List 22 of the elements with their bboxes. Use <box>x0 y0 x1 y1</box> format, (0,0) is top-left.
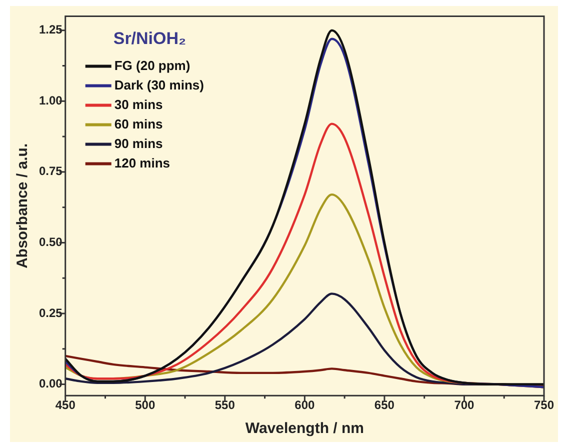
legend-label: 120 mins <box>114 155 170 170</box>
x-tick-label: 700 <box>454 398 475 412</box>
x-tick-label: 550 <box>214 398 236 412</box>
legend-label: 30 mins <box>114 96 163 112</box>
x-tick-label: 500 <box>135 398 156 412</box>
y-tick-label: 0.25 <box>38 306 63 320</box>
x-tick-label: 600 <box>294 398 316 412</box>
y-tick-label: 1.00 <box>38 93 63 108</box>
legend-label: Dark (30 mins) <box>114 77 204 92</box>
y-axis-title: Absorbance / a.u. <box>14 143 32 268</box>
x-tick-label: 750 <box>534 398 554 412</box>
legend-label: 90 mins <box>114 136 163 151</box>
legend-label: 60 mins <box>114 116 163 132</box>
text: Sr/NiOH₂ <box>113 29 186 48</box>
y-tick-label: 0.75 <box>38 164 63 178</box>
x-axis-title: Wavelength / nm <box>245 420 364 438</box>
x-tick-label: 650 <box>374 398 395 412</box>
y-tick-label: 0.50 <box>38 235 63 250</box>
x-tick-label: 450 <box>55 398 76 412</box>
legend-label: FG (20 ppm) <box>114 58 190 73</box>
y-tick-label: 0.00 <box>38 376 63 391</box>
y-tick-label: 1.25 <box>38 22 63 37</box>
